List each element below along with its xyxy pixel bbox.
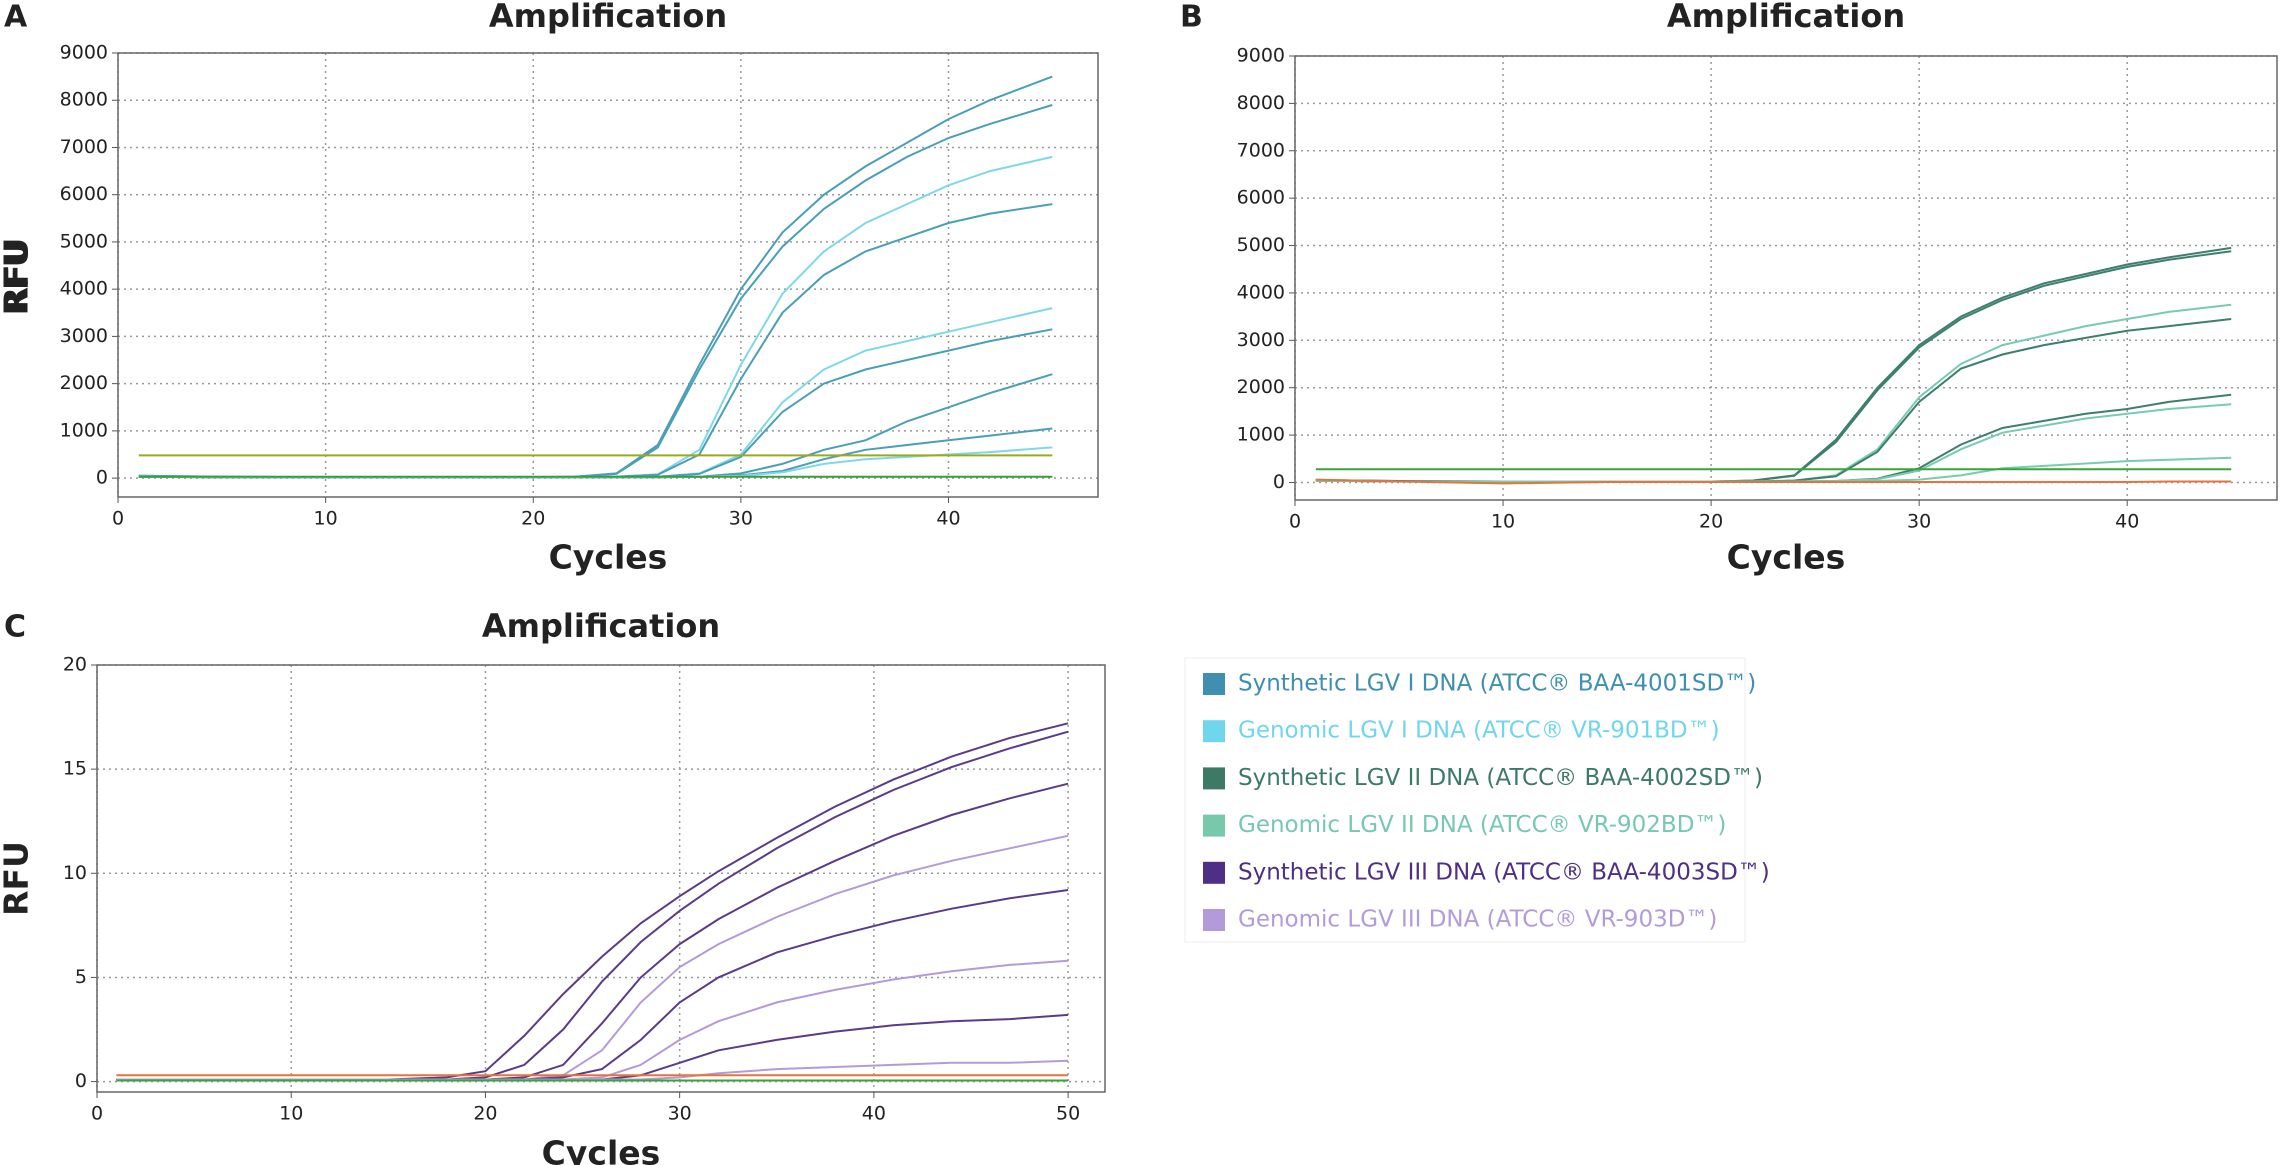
amplification-curve [116,1059,1069,1081]
amplification-curve [138,75,1053,479]
y-tick-label: 5000 [60,230,108,252]
amplification-curve [116,834,1069,1081]
y-tick-label: 5 [75,966,87,988]
legend-box [1184,657,1746,943]
legend-label: Synthetic LGV II DNA (ATCC® BAA-4002SD™) [1238,765,1763,791]
legend-label: Synthetic LGV III DNA (ATCC® BAA-4003SD™… [1238,859,1770,885]
y-tick-label: 2000 [1237,376,1285,398]
chart-title: Amplification [482,607,720,645]
amplification-curve [116,959,1069,1081]
y-axis-label: RFU [0,238,36,313]
amplification-curve [1315,303,2232,483]
y-tick-label: 5000 [1237,234,1285,256]
x-tick-label: 40 [2115,511,2139,533]
amplification-curve [116,889,1069,1081]
plot-frame [96,664,1106,1093]
legend-swatch [1203,909,1225,931]
y-tick-label: 9000 [60,42,108,64]
amplification-curve [138,427,1053,479]
amplification-curve [1315,250,2232,483]
panel-label: A [4,0,28,35]
y-tick-label: 0 [75,1070,87,1092]
y-axis-label: RFU [0,841,36,916]
y-tick-label: 3000 [1237,329,1285,351]
legend-label: Genomic LGV III DNA (ATCC® VR-903D™) [1238,907,1717,933]
x-tick-label: 40 [862,1103,886,1125]
plot-frame [117,52,1099,498]
legend-label: Genomic LGV II DNA (ATCC® VR-902BD™) [1238,812,1726,838]
x-axis-label: Cycles [1727,538,1846,577]
legend-label: Genomic LGV I DNA (ATCC® VR-901BD™) [1238,718,1720,744]
amplification-curve [1315,318,2232,483]
y-tick-label: 4000 [60,278,108,300]
y-tick-label: 1000 [1237,424,1285,446]
y-tick-label: 2000 [60,372,108,394]
amplification-curve [138,373,1053,479]
x-tick-label: 10 [279,1103,303,1125]
y-tick-label: 7000 [1237,139,1285,161]
y-tick-label: 7000 [60,136,108,158]
legend-swatch [1203,767,1225,790]
y-tick-label: 10 [63,862,87,884]
y-tick-label: 1000 [60,419,108,441]
y-tick-label: 6000 [1237,187,1285,209]
y-tick-label: 6000 [60,183,108,205]
y-tick-label: 20 [63,654,87,676]
x-tick-label: 0 [91,1103,103,1125]
plot-frame [1294,55,2278,501]
x-tick-label: 50 [1056,1103,1080,1125]
x-tick-label: 30 [1907,511,1931,533]
chart-title: Amplification [489,0,727,35]
y-tick-label: 9000 [1237,45,1285,67]
amplification-curve [1315,478,2232,485]
legend-label: Synthetic LGV I DNA (ATCC® BAA-4001SD™) [1238,671,1756,697]
y-tick-label: 8000 [60,89,108,111]
amplification-curve [116,1013,1069,1081]
y-tick-label: 3000 [60,325,108,347]
legend-swatch [1203,673,1225,695]
y-tick-label: 0 [96,467,108,489]
amplification-curve [138,307,1053,479]
y-tick-label: 0 [1273,471,1285,493]
y-axis-label: RFU [0,241,36,316]
x-tick-label: 20 [473,1103,497,1125]
y-tick-label: 4000 [1237,281,1285,303]
amplification-curve [1315,246,2232,483]
amplification-curve [138,446,1053,479]
x-tick-label: 40 [936,508,960,530]
amplification-curve [138,104,1053,479]
chart-title: Amplification [1667,0,1905,35]
legend-swatch [1203,720,1225,743]
x-tick-label: 30 [668,1103,692,1125]
amplification-curve [138,155,1053,479]
x-axis-label: Cycles [549,538,668,577]
y-tick-label: 15 [63,758,87,780]
panel-label: B [1180,0,1203,35]
x-tick-label: 10 [1491,511,1515,533]
x-tick-label: 20 [1699,511,1723,533]
x-tick-label: 20 [521,508,545,530]
x-tick-label: 0 [1289,511,1301,533]
amplification-curve [116,730,1069,1081]
x-tick-label: 30 [729,508,753,530]
amplification-curve [116,782,1069,1081]
x-tick-label: 0 [112,508,124,530]
legend-swatch [1203,861,1225,884]
legend-swatch [1203,814,1225,837]
y-tick-label: 8000 [1237,92,1285,114]
x-tick-label: 10 [314,508,338,530]
panel-label: C [4,610,26,645]
amplification-curve [138,203,1053,479]
x-axis-label: Cycles [542,1134,661,1165]
